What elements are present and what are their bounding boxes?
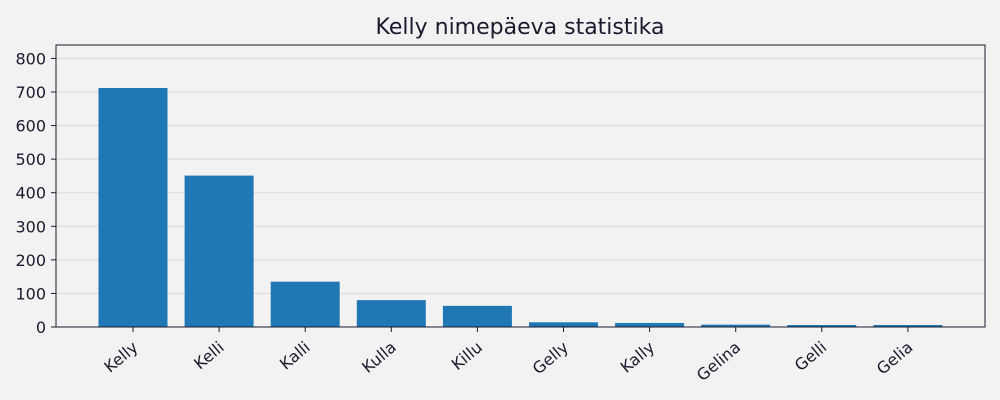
x-tick-label: Kally <box>617 338 659 377</box>
bar-gelina <box>701 324 771 327</box>
bars <box>98 87 943 327</box>
x-tick-label: Killu <box>448 338 486 374</box>
y-tick-label: 0 <box>36 318 46 337</box>
bar-kelli <box>184 175 254 327</box>
x-tick-label: Kalli <box>276 338 314 374</box>
y-tick-label: 600 <box>15 117 46 136</box>
x-tick-label: Gelia <box>873 338 917 379</box>
y-tick-label: 300 <box>15 217 46 236</box>
bar-kulla <box>356 300 426 327</box>
x-axis-ticks: Kelly Kelli Kalli Kulla Killu Gelly Kally Gelin… <box>100 327 916 385</box>
x-tick-label: Kelly <box>100 338 141 377</box>
y-tick-label: 400 <box>15 184 46 203</box>
y-tick-label: 100 <box>15 284 46 303</box>
bar-gelly <box>529 322 598 327</box>
bar-gelli <box>787 324 857 327</box>
y-axis-ticks: 0 100 200 300 400 500 600 700 800 <box>15 49 56 337</box>
bar-kally <box>615 322 685 327</box>
x-tick-label: Kulla <box>358 338 400 377</box>
chart-title: Kelly nimepäeva statistika <box>376 15 665 40</box>
plot-frame <box>55 44 986 328</box>
y-tick-label: 700 <box>15 83 46 102</box>
bar-kalli <box>270 281 340 327</box>
bar-kelly <box>98 87 168 327</box>
y-tick-label: 500 <box>15 150 46 169</box>
bar-killu <box>442 305 512 327</box>
y-tick-label: 200 <box>15 251 46 270</box>
x-tick-label: Gelli <box>791 338 830 375</box>
x-tick-label: Gelly <box>529 338 572 379</box>
x-tick-label: Gelina <box>693 338 744 385</box>
x-tick-label: Kelli <box>190 338 227 374</box>
bar-gelia <box>873 324 943 327</box>
y-tick-label: 800 <box>15 49 46 68</box>
